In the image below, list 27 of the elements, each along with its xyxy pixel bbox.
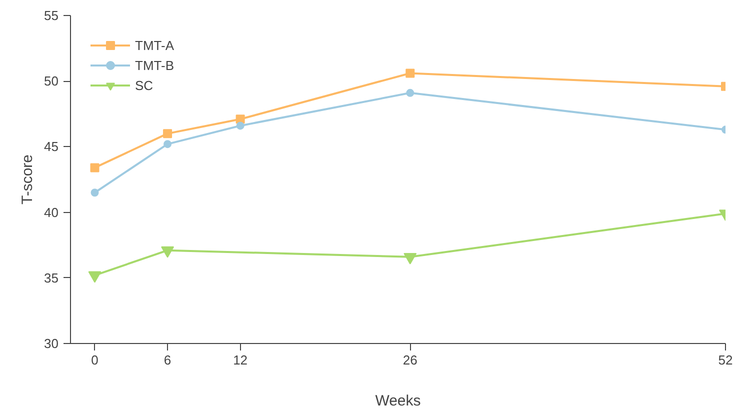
point (90, 163, 100, 172)
y-axis-title: T-score (19, 154, 36, 205)
point (90, 188, 99, 197)
x-axis-title: Weeks (375, 392, 421, 410)
x-tick-label: 0 (91, 352, 98, 368)
point (406, 68, 415, 78)
y-tick-label: 30 (44, 336, 59, 351)
x-tick-label: 12 (233, 352, 248, 368)
y-tick-label: 40 (44, 204, 59, 220)
point (406, 88, 414, 97)
point (88, 271, 102, 283)
y-tick-label: 50 (44, 74, 59, 89)
legend-label: TMT-B (135, 58, 174, 72)
point (164, 140, 172, 148)
x-tick-label: 52 (718, 352, 733, 368)
x-tick-label: 6 (164, 352, 172, 368)
x-tick-label: 26 (402, 352, 418, 368)
point (236, 114, 245, 124)
legend-label: TMT-A (135, 38, 174, 52)
point (161, 246, 174, 258)
point (163, 129, 172, 138)
point (404, 252, 417, 264)
point (236, 122, 244, 130)
y-tick-label: 55 (44, 8, 59, 23)
legend-label: SC (135, 78, 154, 92)
y-tick-label: 35 (44, 270, 59, 286)
y-tick-label: 45 (44, 139, 59, 154)
